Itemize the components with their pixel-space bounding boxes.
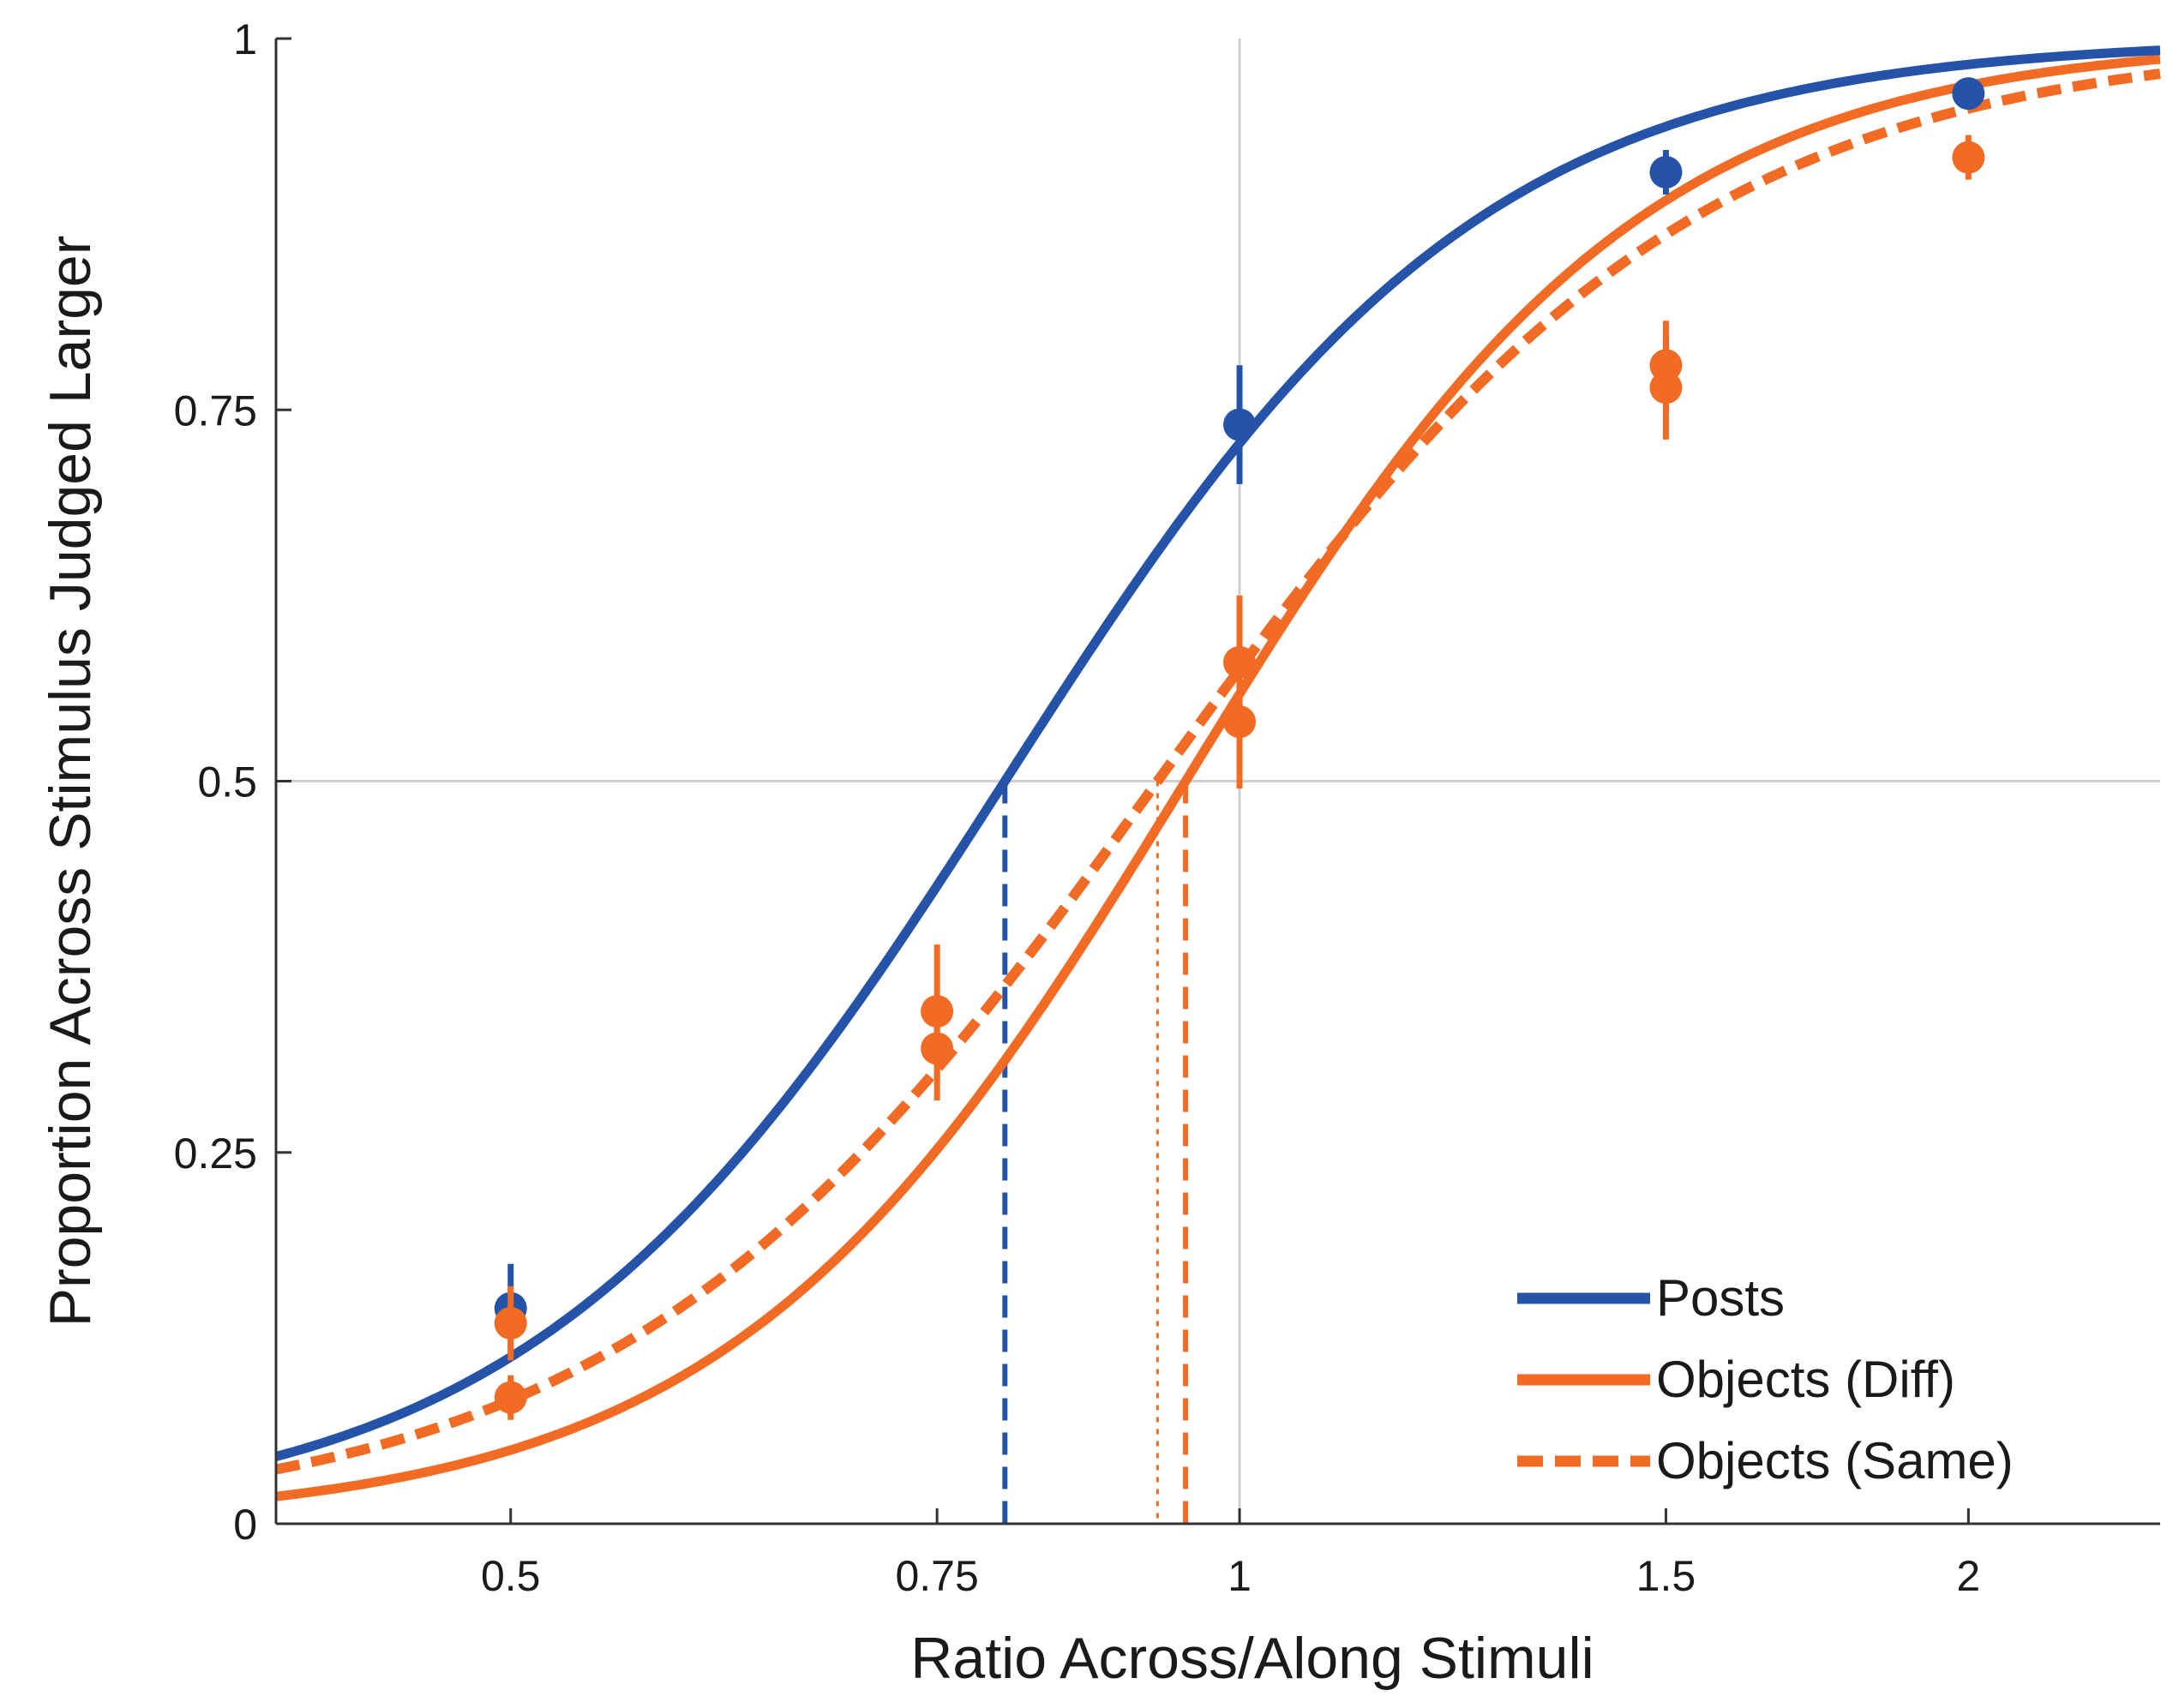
x-tick-label: 2 <box>1956 1552 1980 1600</box>
legend: Posts Objects (Diff) Objects (Same) <box>1517 1269 2014 1489</box>
x-tick-label: 0.75 <box>895 1552 978 1600</box>
curve-1 <box>275 54 2161 1501</box>
y-tick-label: 0.75 <box>174 387 257 434</box>
y-tick-label: 0.5 <box>197 758 257 806</box>
data-point-1-0 <box>494 1381 527 1414</box>
data-point-1-4 <box>1952 141 1985 174</box>
y-tick-label: 0 <box>233 1501 257 1549</box>
x-tick-label: 0.5 <box>481 1552 541 1600</box>
data-point-2-3 <box>1649 349 1683 382</box>
x-axis-title: Ratio Across/Along Stimuli <box>910 1626 1594 1691</box>
curve-2 <box>274 69 2161 1475</box>
data-point-2-0 <box>494 1307 527 1340</box>
legend-label-1: Objects (Diff) <box>1656 1351 1955 1408</box>
data-point-0-2 <box>1649 155 1683 189</box>
y-tick-label: 1 <box>233 15 257 63</box>
curve-0 <box>274 45 2161 1461</box>
data-point-2-2 <box>1223 645 1257 679</box>
y-axis-title: Proportion Across Stimulus Judged Larger <box>38 236 103 1327</box>
y-tick-label: 0.25 <box>174 1130 257 1178</box>
data-points <box>494 77 1985 1420</box>
data-point-0-1 <box>1223 408 1257 441</box>
axes: 0 0.25 0.5 0.75 1 0.5 0.75 1 1.5 2 Ratio Across/Al… <box>38 15 2160 1691</box>
legend-label-0: Posts <box>1656 1269 1785 1327</box>
legend-label-2: Objects (Same) <box>1656 1432 2014 1489</box>
data-point-2-1 <box>921 995 954 1028</box>
fitted-curves <box>274 45 2161 1501</box>
data-point-0-3 <box>1952 77 1985 111</box>
x-tick-label: 1 <box>1228 1552 1252 1600</box>
x-tick-label: 1.5 <box>1636 1552 1696 1600</box>
pse-markers <box>1002 781 1189 1524</box>
